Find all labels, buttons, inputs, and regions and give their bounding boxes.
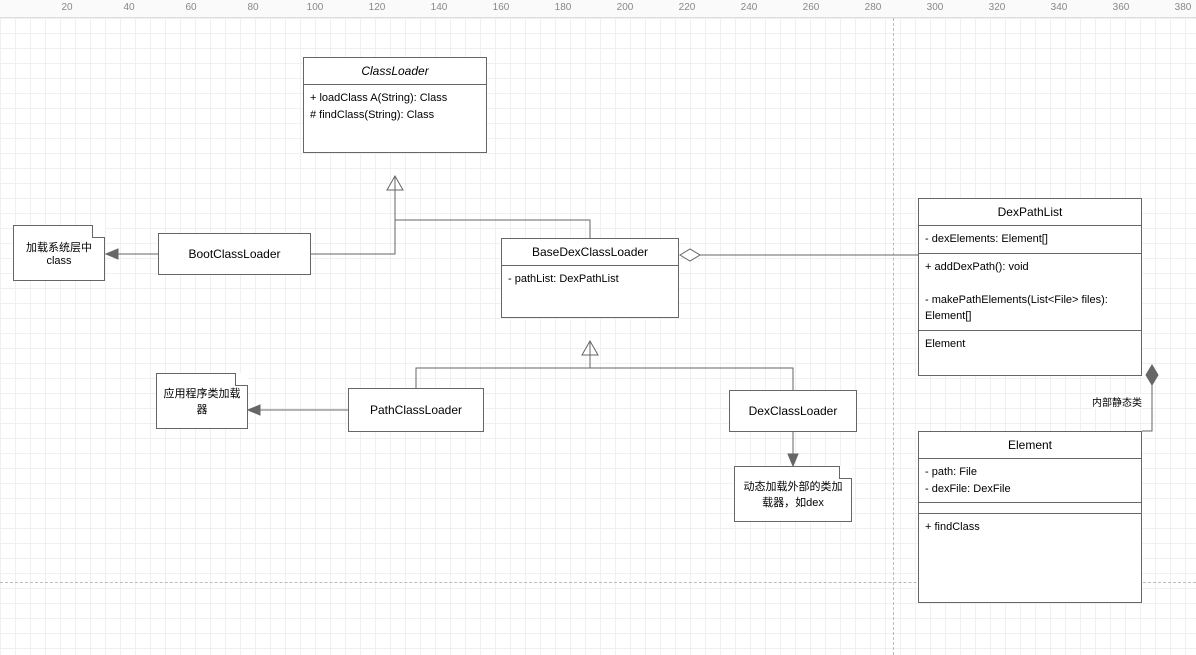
- uml-class-section: [919, 503, 1141, 514]
- uml-class-section: - path: File- dexFile: DexFile: [919, 459, 1141, 503]
- node-classloader[interactable]: ClassLoader+ loadClass A(String): Class#…: [303, 57, 487, 153]
- ruler-tick: 200: [617, 2, 634, 13]
- node-dexclassloader[interactable]: DexClassLoader: [729, 390, 857, 432]
- ruler-tick: 80: [247, 2, 258, 13]
- ruler-tick: 380: [1175, 2, 1192, 13]
- uml-class-title: Element: [919, 432, 1141, 459]
- ruler-tick: 60: [185, 2, 196, 13]
- ruler-tick: 20: [61, 2, 72, 13]
- diagram-canvas[interactable]: ClassLoader+ loadClass A(String): Class#…: [0, 18, 1196, 655]
- uml-class-title: ClassLoader: [304, 58, 486, 85]
- node-pathclassloader[interactable]: PathClassLoader: [348, 388, 484, 432]
- node-element[interactable]: Element- path: File- dexFile: DexFile + f…: [918, 431, 1142, 603]
- ruler-tick: 220: [679, 2, 696, 13]
- node-basedex[interactable]: BaseDexClassLoader- pathList: DexPathLis…: [501, 238, 679, 318]
- ruler-tick: 340: [1051, 2, 1068, 13]
- ruler-tick: 360: [1113, 2, 1130, 13]
- uml-class-section: - pathList: DexPathList: [502, 266, 678, 293]
- ruler-tick: 240: [741, 2, 758, 13]
- ruler-tick: 280: [865, 2, 882, 13]
- uml-class-section: - dexElements: Element[]: [919, 226, 1141, 254]
- ruler-tick: 160: [493, 2, 510, 13]
- node-note_dex[interactable]: 动态加载外部的类加载器，如dex: [734, 466, 852, 522]
- node-note_boot[interactable]: 加载系统层中class: [13, 225, 105, 281]
- ruler-tick: 40: [123, 2, 134, 13]
- ruler-tick: 100: [307, 2, 324, 13]
- uml-class-section: Element: [919, 331, 1141, 358]
- ruler-tick: 300: [927, 2, 944, 13]
- ruler-tick: 260: [803, 2, 820, 13]
- uml-class-title: BaseDexClassLoader: [502, 239, 678, 266]
- uml-class-title: DexPathList: [919, 199, 1141, 226]
- ruler-tick: 320: [989, 2, 1006, 13]
- ruler-tick: 120: [369, 2, 386, 13]
- ruler-tick: 180: [555, 2, 572, 13]
- edge-label: 内部静态类: [1092, 394, 1142, 409]
- uml-class-section: + addDexPath(): void- makePathElements(L…: [919, 254, 1141, 331]
- uml-class-section: + findClass: [919, 514, 1141, 541]
- ruler-tick: 140: [431, 2, 448, 13]
- node-dexpathlist[interactable]: DexPathList- dexElements: Element[]+ add…: [918, 198, 1142, 376]
- node-note_path[interactable]: 应用程序类加载器: [156, 373, 248, 429]
- ruler: 20 40 60 80 100 120 140 160 180 200 220 240 260 280 30…: [0, 0, 1196, 18]
- uml-class-section: + loadClass A(String): Class# findClass(…: [304, 85, 486, 128]
- node-bootclassloader[interactable]: BootClassLoader: [158, 233, 311, 275]
- page-break-vertical: [893, 18, 894, 655]
